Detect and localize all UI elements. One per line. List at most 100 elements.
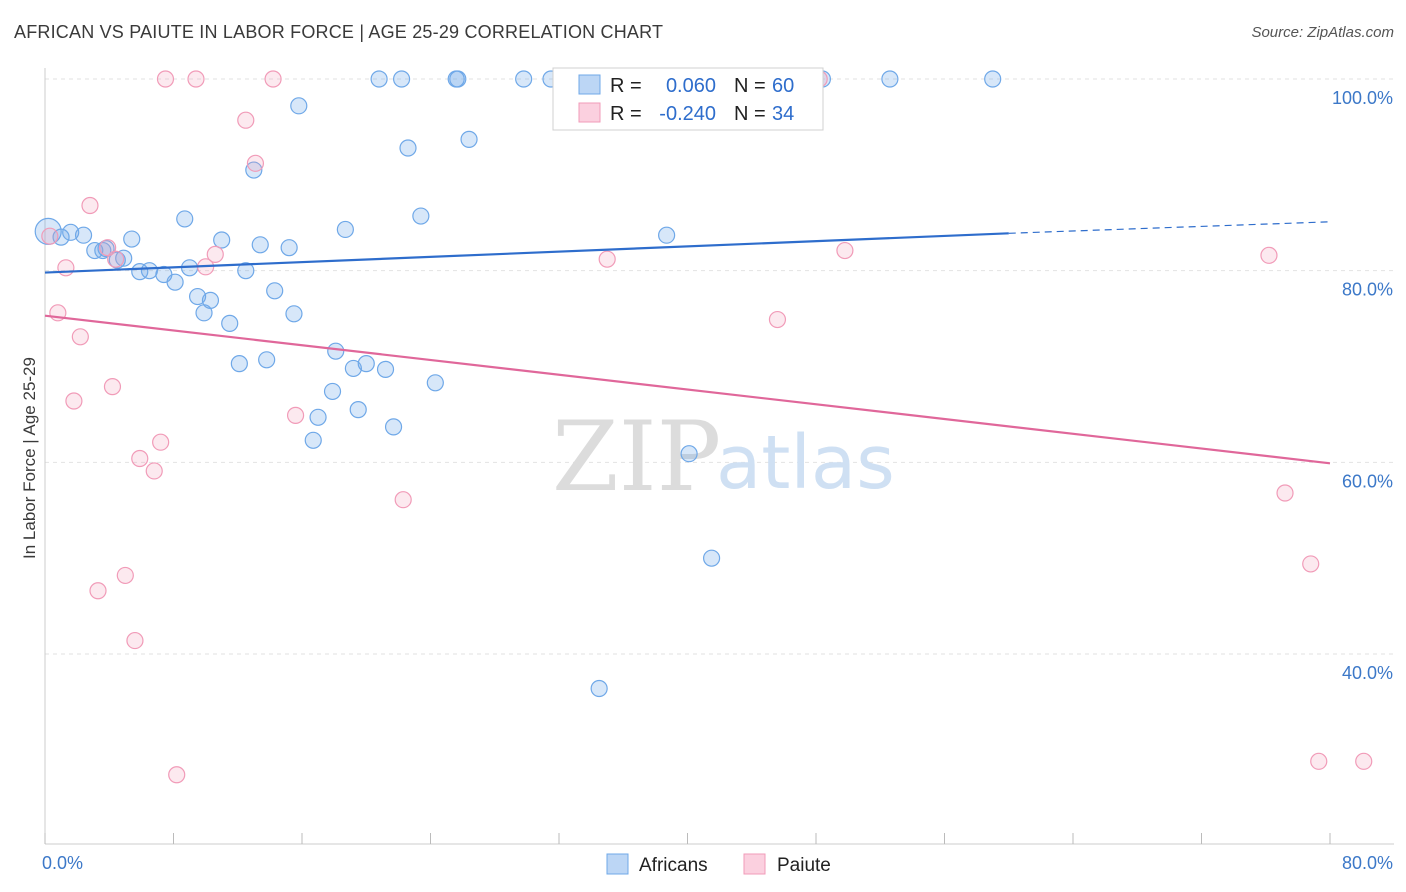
paiute-points [41,70,1373,784]
legend-n-value-paiute: 34 [772,103,794,125]
x-tick-label-min: 0.0% [42,853,83,873]
legend-n-label-paiute: N = [734,103,766,125]
africans-point [370,70,388,88]
chart-title: AFRICAN VS PAIUTE IN LABOR FORCE | AGE 2… [14,22,664,42]
source-label: Source: ZipAtlas.com [1251,24,1394,41]
africans-trend-extension [1008,221,1331,234]
paiute-point [131,449,149,468]
paiute-point [237,111,255,129]
watermark-zip: ZIP [552,401,721,513]
africans-point [94,241,112,260]
bottom-legend-label-africans[interactable]: Africans [639,855,708,876]
africans-point [74,226,93,244]
bottom-legend[interactable]: Africans Paiute [606,853,831,876]
paiute-point [768,310,787,329]
paiute-point [206,245,224,263]
bottom-legend-swatch-paiute [743,853,766,875]
legend-swatch-paiute [578,102,601,123]
paiute-point [1276,484,1294,502]
africans-point [245,161,263,179]
paiute-point [1355,752,1373,770]
paiute-point [81,196,99,215]
trend-lines [44,221,1331,465]
africans-point [399,139,417,157]
africans-point [62,223,80,241]
africans-point [680,445,698,463]
africans-point [327,342,345,360]
paiute-point [156,70,175,88]
africans-trend-line [44,232,1009,274]
legend-r-value-paiute: -0.240 [659,103,716,125]
paiute-point [598,250,616,268]
y-tick-label: 100.0% [1332,88,1393,108]
y-axis-label: In Labor Force | Age 25-29 [20,357,39,559]
africans-point [323,382,342,401]
paiute-point [187,70,205,88]
africans-point [166,273,184,291]
legend-box: R = 0.060 N = 60 R = -0.240 N = 34 [552,67,824,131]
africans-point [188,287,207,306]
y-tick-label: 40.0% [1342,663,1393,683]
africans-point [590,679,608,698]
paiute-point [116,566,134,585]
legend-n-label-africans: N = [734,75,766,97]
africans-point [881,70,899,88]
africans-point [140,262,159,280]
paiute-point [145,462,163,480]
africans-point [357,355,375,373]
africans-point [251,236,269,254]
paiute-point [65,392,83,410]
africans-point [426,374,444,392]
africans-point [658,226,676,244]
africans-point [349,401,367,419]
bottom-legend-label-paiute[interactable]: Paiute [777,855,831,876]
legend-n-value-africans: 60 [772,75,794,97]
africans-point [201,291,220,309]
africans-point [213,231,231,249]
africans-point [336,220,354,239]
legend-r-value-africans: 0.060 [666,75,716,97]
paiute-point [1260,246,1278,264]
paiute-point [286,406,305,424]
bottom-legend-swatch-africans [606,853,629,875]
watermark-atlas: atlas [716,420,895,506]
paiute-point [1310,752,1328,770]
x-ticks [44,833,1331,844]
africans-point [309,408,327,426]
paiute-point [103,378,122,396]
legend-swatch-africans [578,74,601,95]
africans-point [285,305,303,323]
africans-point [392,70,411,88]
africans-point [384,418,403,436]
africans-point [984,70,1002,88]
africans-point [702,549,721,567]
africans-point [412,207,430,225]
africans-point [221,314,239,332]
y-tick-labels: 100.0% 80.0% 60.0% 40.0% [1332,88,1393,683]
axes [44,68,1394,845]
africans-point [304,431,322,449]
africans-point [230,355,248,373]
africans-point [258,351,276,369]
africans-point [176,210,194,228]
paiute-point [246,154,265,172]
paiute-point [107,250,125,268]
africans-point [376,360,395,378]
paiute-point [394,491,412,509]
paiute-point [57,259,75,277]
paiute-point [836,241,854,260]
africans-point [266,282,284,300]
africans-point [237,262,255,280]
africans-point [449,70,467,88]
paiute-trend-line [44,314,1331,465]
legend-r-label-africans: R = [610,75,642,97]
africans-point [290,97,308,115]
legend-r-label-paiute: R = [610,103,642,125]
paiute-point [71,328,89,346]
paiute-point [1302,555,1320,573]
paiute-point [89,582,107,600]
africans-points [34,70,1002,698]
x-tick-label-max: 80.0% [1342,853,1393,873]
africans-point [280,239,298,257]
